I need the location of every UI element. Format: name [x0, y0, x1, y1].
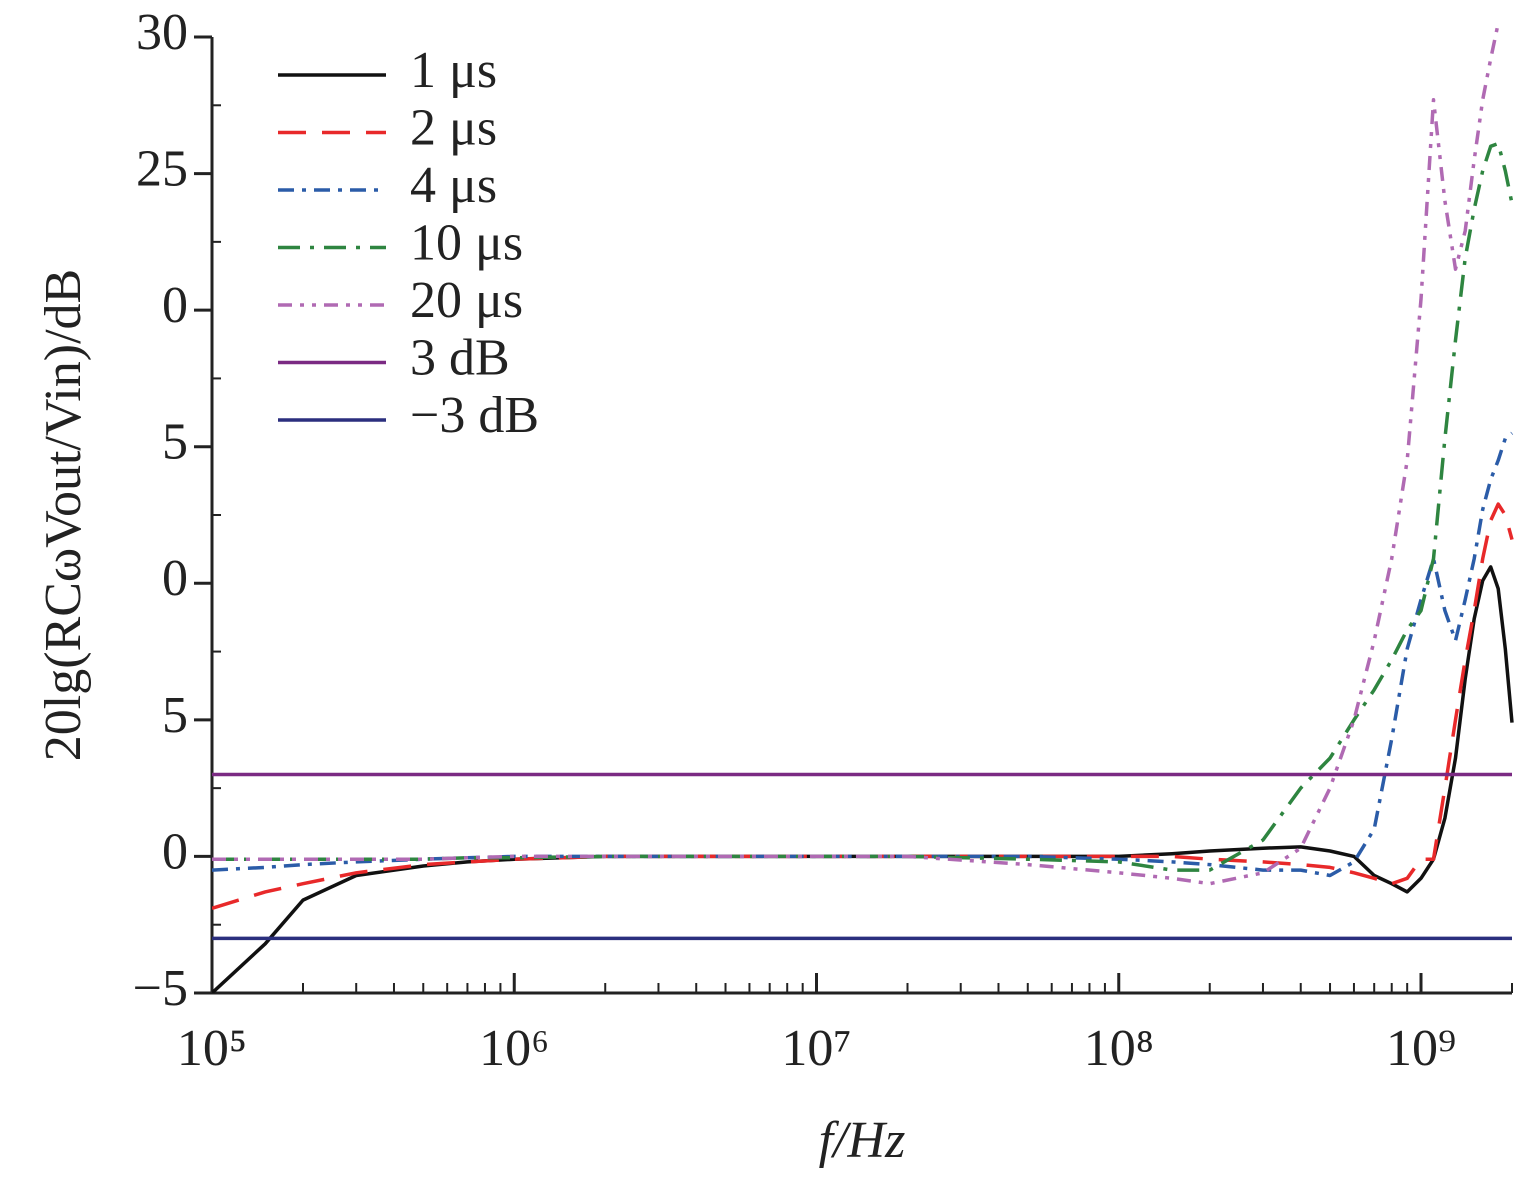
y-tick-label: 0	[162, 550, 188, 607]
y-tick-label: 0	[162, 277, 188, 334]
y-tick-label: 0	[162, 823, 188, 880]
legend-label: 2 μs	[410, 99, 497, 156]
x-axis-title: f/Hz	[819, 1112, 906, 1169]
y-tick-label: 25	[136, 141, 188, 198]
legend-label: 20 μs	[410, 272, 523, 329]
legend-label: −3 dB	[410, 387, 539, 444]
series-line	[212, 22, 1500, 886]
y-tick-label: 5	[162, 414, 188, 471]
y-axis-title: 20lg(RCωVout/Vin)/dB	[35, 269, 92, 761]
legend-label: 1 μs	[410, 42, 497, 99]
series-line	[212, 565, 1514, 993]
x-tick-label: 10⁵	[177, 1020, 247, 1077]
y-tick-label: 30	[136, 4, 188, 61]
y-tick-label: 5	[162, 687, 188, 744]
x-tick-label: 10⁸	[1084, 1020, 1154, 1077]
legend-label: 10 μs	[410, 214, 523, 271]
plot-area	[212, 22, 1514, 993]
y-tick-label: −5	[133, 960, 188, 1017]
series-line	[212, 502, 1514, 910]
series-line	[212, 141, 1514, 872]
x-tick-label: 10⁶	[479, 1020, 549, 1077]
legend-label: 4 μs	[410, 157, 497, 214]
x-tick-label: 10⁹	[1386, 1020, 1456, 1077]
x-tick-label: 10⁷	[781, 1020, 851, 1077]
legend-label: 3 dB	[410, 329, 510, 386]
series-line	[212, 431, 1514, 878]
